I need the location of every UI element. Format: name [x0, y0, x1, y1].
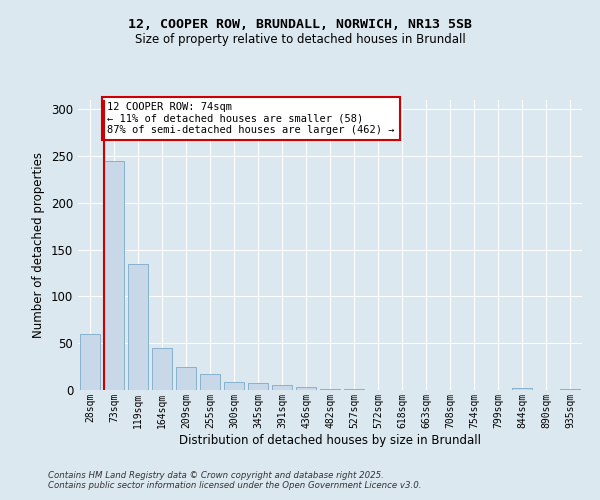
Bar: [560, 389, 580, 390]
Bar: [296, 387, 316, 390]
Text: Contains HM Land Registry data © Crown copyright and database right 2025.
Contai: Contains HM Land Registry data © Crown c…: [48, 470, 421, 490]
Bar: [248, 382, 268, 390]
Bar: [128, 264, 148, 390]
Text: Size of property relative to detached houses in Brundall: Size of property relative to detached ho…: [134, 32, 466, 46]
Text: 12 COOPER ROW: 74sqm
← 11% of detached houses are smaller (58)
87% of semi-detac: 12 COOPER ROW: 74sqm ← 11% of detached h…: [107, 102, 395, 135]
Bar: [176, 366, 196, 390]
Bar: [104, 161, 124, 390]
Bar: [344, 389, 364, 390]
Bar: [224, 382, 244, 390]
Bar: [200, 374, 220, 390]
Text: 12, COOPER ROW, BRUNDALL, NORWICH, NR13 5SB: 12, COOPER ROW, BRUNDALL, NORWICH, NR13 …: [128, 18, 472, 30]
X-axis label: Distribution of detached houses by size in Brundall: Distribution of detached houses by size …: [179, 434, 481, 446]
Bar: [272, 386, 292, 390]
Bar: [152, 348, 172, 390]
Bar: [320, 389, 340, 390]
Y-axis label: Number of detached properties: Number of detached properties: [32, 152, 46, 338]
Bar: [80, 334, 100, 390]
Bar: [512, 388, 532, 390]
